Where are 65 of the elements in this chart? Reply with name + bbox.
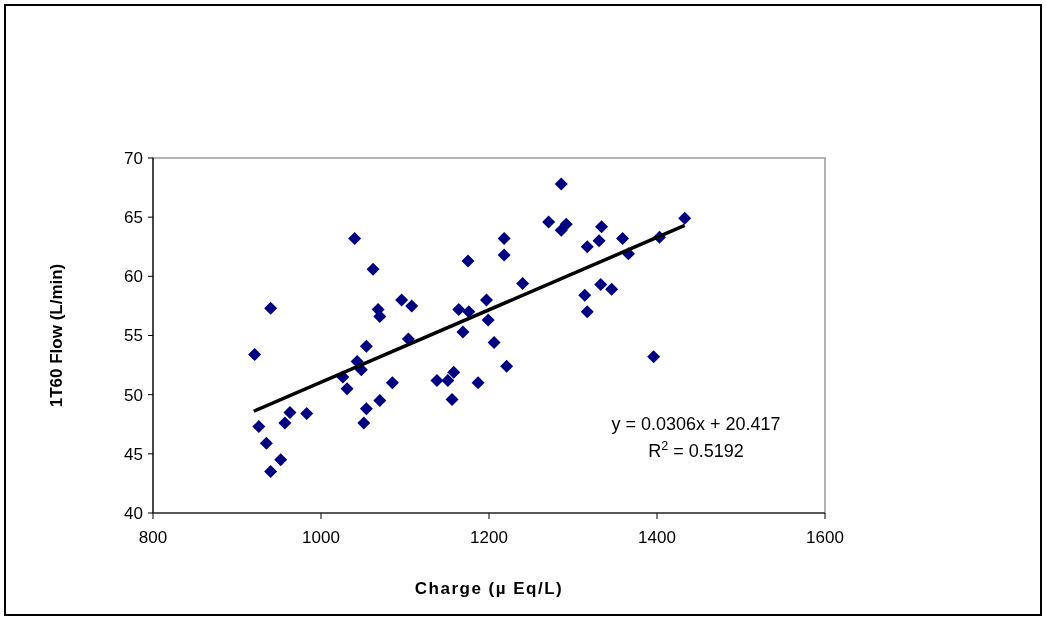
y-tick-label: 65	[124, 208, 143, 228]
point	[471, 376, 485, 390]
point	[373, 310, 387, 324]
point	[594, 278, 608, 292]
annotation: y = 0.0306x + 20.417	[611, 414, 781, 434]
point	[385, 376, 399, 390]
point	[481, 313, 495, 327]
point	[479, 293, 493, 307]
point	[359, 402, 373, 416]
y-axis-title: 1T60 Flow (L/min)	[47, 263, 66, 408]
point	[357, 416, 371, 430]
point	[278, 416, 292, 430]
point	[500, 359, 514, 373]
y-tick-label: 60	[124, 267, 143, 287]
point	[647, 350, 661, 364]
y-tick-label: 70	[124, 148, 143, 168]
point	[447, 365, 461, 379]
point	[595, 220, 609, 234]
point	[605, 282, 619, 296]
y-tick-label: 45	[124, 444, 143, 464]
point	[395, 293, 409, 307]
point	[340, 382, 354, 396]
y-tick-label: 40	[124, 503, 143, 523]
point	[264, 465, 278, 479]
point	[462, 305, 476, 319]
point	[441, 373, 455, 387]
x-tick-label: 1400	[638, 528, 676, 547]
point	[430, 373, 444, 387]
point	[497, 248, 511, 262]
y-tick-label: 50	[124, 385, 143, 405]
point	[405, 299, 419, 313]
y-tick-label: 55	[124, 326, 143, 346]
point	[580, 240, 594, 254]
point	[252, 420, 266, 434]
point	[559, 217, 573, 231]
point	[554, 177, 568, 191]
point	[580, 305, 594, 319]
x-tick-label: 1200	[470, 528, 508, 547]
point	[300, 407, 314, 421]
point	[578, 288, 592, 302]
point	[283, 405, 297, 419]
point	[359, 339, 373, 353]
point	[456, 325, 470, 339]
x-tick-label: 1000	[302, 528, 340, 547]
point	[542, 215, 556, 229]
point	[452, 302, 466, 316]
point	[616, 231, 630, 245]
point	[366, 262, 380, 276]
point	[264, 301, 278, 315]
x-tick-label: 800	[138, 528, 168, 547]
x-axis-title: Charge (µ Eq/L)	[414, 579, 564, 598]
point	[487, 336, 501, 350]
point	[373, 394, 387, 408]
annotation: R$^{2}$ = 0.5192	[648, 439, 744, 461]
point	[274, 453, 288, 467]
point	[248, 347, 262, 361]
point	[348, 231, 362, 245]
point	[461, 254, 475, 268]
point	[516, 276, 530, 290]
x-tick-label: 1600	[806, 528, 844, 547]
point	[592, 234, 606, 248]
point	[678, 211, 692, 225]
point	[445, 392, 459, 406]
point	[497, 231, 511, 245]
point	[259, 436, 273, 450]
